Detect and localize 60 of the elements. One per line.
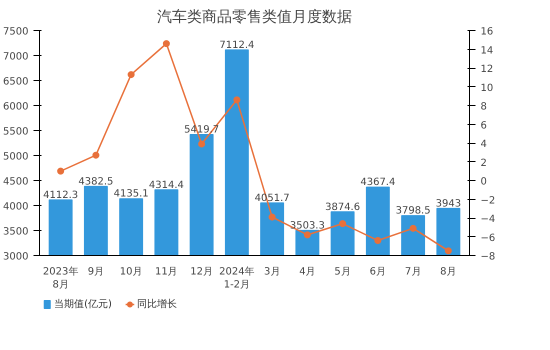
legend-label: 当期值(亿元) — [54, 298, 112, 310]
y2-tick-label: −6 — [480, 232, 496, 244]
x-tick-label: 2023年 8月 — [42, 266, 78, 291]
point — [198, 140, 206, 148]
y-tick-label: 5000 — [3, 152, 29, 162]
data-label: 4382.5 — [78, 176, 114, 188]
y-tick-label: 4500 — [3, 176, 29, 188]
point — [92, 152, 100, 159]
point — [304, 231, 311, 238]
point — [339, 220, 346, 228]
chart-title: 汽车类商品零售类值月度数据 — [157, 8, 352, 26]
point — [410, 224, 417, 232]
y-tick-label: 6000 — [3, 102, 29, 112]
data-label: 3943 — [436, 198, 462, 210]
data-label: 4314.4 — [148, 180, 184, 191]
data-label: 4112.3 — [43, 190, 78, 201]
x-tick-label: 7月 — [404, 266, 422, 278]
y2-tick-label: 0 — [480, 176, 487, 188]
y2-tick-label: −4 — [480, 214, 496, 225]
x-tick-label: 2024年 1-2月 — [219, 266, 255, 291]
point — [128, 71, 135, 78]
y-tick-label: 3000 — [3, 252, 29, 262]
x-tick-label: 9月 — [88, 266, 104, 278]
y2-tick-label: 10 — [480, 82, 494, 94]
x-tick-label: 11月 — [155, 266, 178, 278]
data-label: 4135.1 — [114, 188, 149, 200]
y2-tick-label: 2 — [480, 158, 487, 169]
data-label: 7112.4 — [219, 40, 254, 51]
x-tick-label: 4月 — [299, 266, 316, 278]
y2-tick-label: 6 — [480, 120, 487, 132]
point — [444, 247, 452, 254]
y2-tick-label: 8 — [480, 102, 487, 112]
y2-tick-label: 4 — [480, 139, 487, 150]
data-label: 3798.5 — [396, 206, 431, 217]
data-label: 3874.6 — [325, 202, 360, 213]
data-label: 3503.3 — [290, 220, 325, 232]
y2-tick-label: 16 — [480, 26, 494, 38]
x-tick-label: 5月 — [334, 266, 351, 278]
x-tick-label: 6月 — [370, 266, 386, 278]
point — [162, 40, 170, 48]
y-tick-label: 5500 — [3, 126, 29, 138]
y-tick-label: 7500 — [3, 26, 29, 38]
point — [233, 96, 240, 104]
y2-tick-label: −8 — [480, 252, 496, 262]
data-label: 4367.4 — [360, 177, 396, 188]
x-tick-label: 3月 — [264, 266, 280, 278]
x-tick-label: 10月 — [120, 266, 143, 278]
legend-label: 同比增长 — [136, 298, 177, 310]
y-tick-label: 4000 — [3, 202, 29, 212]
x-tick-label: 8月 — [440, 266, 457, 278]
y2-tick-label: 12 — [480, 64, 494, 75]
point — [57, 168, 64, 175]
y-tick-label: 3500 — [3, 226, 29, 238]
point — [374, 237, 382, 244]
y-tick-label: 6500 — [3, 76, 29, 88]
y2-tick-label: 14 — [480, 45, 494, 56]
y-tick-label: 7000 — [3, 52, 29, 62]
y2-tick-label: −2 — [480, 195, 496, 206]
x-tick-label: 12月 — [190, 266, 214, 278]
point — [268, 214, 276, 221]
